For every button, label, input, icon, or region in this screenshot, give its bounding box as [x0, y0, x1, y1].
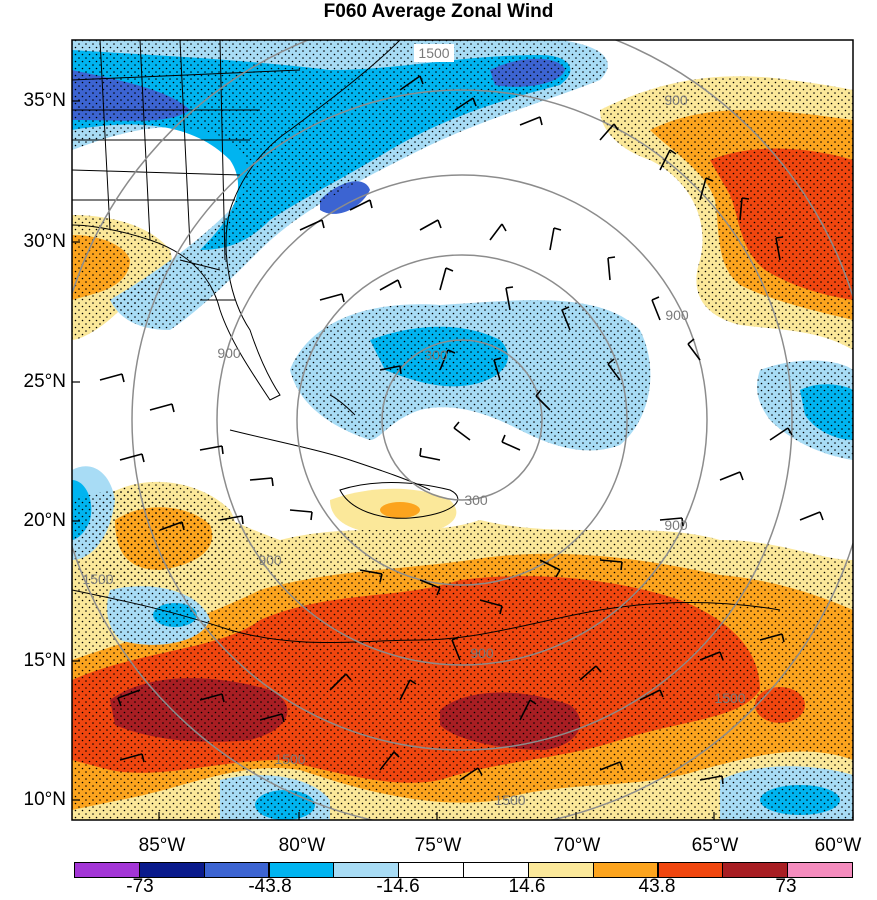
height-contour-labels: 1500 900 900 300 900 900 900 1500 1500 9… — [82, 44, 746, 808]
caribbean-coastlines — [72, 394, 781, 643]
colorbar-label: 43.8 — [638, 876, 676, 897]
lat-label-35n: 35°N — [23, 90, 66, 111]
lat-label-30n: 30°N — [23, 231, 66, 252]
jet-dark-blue — [320, 181, 370, 214]
contour-label: 300 — [424, 347, 448, 363]
us-landmass-outline — [72, 40, 401, 401]
lon-label-70w: 70°W — [553, 835, 601, 856]
contour-label: 900 — [665, 307, 689, 323]
plot-frame — [71, 39, 854, 821]
lon-label-85w: 85°W — [138, 835, 186, 856]
chart-title: F060 Average Zonal Wind — [323, 1, 554, 22]
contour-label: 900 — [664, 517, 688, 533]
lat-label-10n: 10°N — [23, 789, 66, 810]
axis-ticks — [72, 100, 854, 820]
colorbar-label: -43.8 — [248, 876, 292, 897]
colorbar-label: -14.6 — [376, 876, 420, 897]
hispaniola-orange — [380, 502, 420, 518]
contour-label: 1500 — [494, 792, 525, 808]
lat-label-15n: 15°N — [23, 650, 66, 671]
contour-label: 1500 — [274, 751, 305, 767]
lon-label-60w: 60°W — [814, 835, 862, 856]
significance-stippling — [72, 40, 853, 820]
lat-label-25n: 25°N — [23, 371, 66, 392]
colorbar-label: 14.6 — [508, 876, 546, 897]
plot-area — [72, 40, 853, 820]
colorbar-label: -73 — [126, 876, 154, 897]
contour-label: 900 — [217, 345, 241, 361]
contour-label: 900 — [664, 92, 688, 108]
colorbar-swatch — [787, 862, 853, 878]
lon-label-65w: 65°W — [691, 835, 739, 856]
contour-label: 900 — [470, 645, 494, 661]
contour-label: 900 — [258, 552, 282, 568]
lon-label-80w: 80°W — [278, 835, 326, 856]
contour-label: 1500 — [418, 45, 449, 61]
contour-label: 1500 — [714, 690, 745, 706]
geopotential-height-contours — [72, 40, 853, 820]
contour-label: 1500 — [82, 571, 113, 587]
lat-label-20n: 20°N — [23, 510, 66, 531]
lon-label-75w: 75°W — [414, 835, 462, 856]
wind-barbs — [99, 75, 824, 785]
contour-label: 300 — [464, 492, 488, 508]
colorbar-label: 73 — [775, 876, 797, 897]
